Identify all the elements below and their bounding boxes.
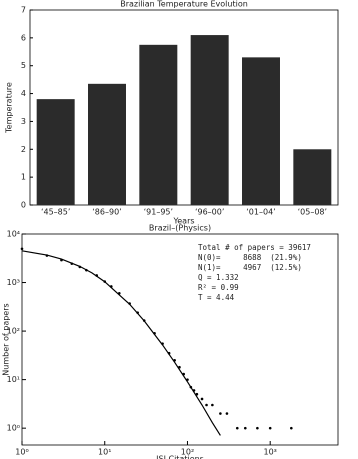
plot-area xyxy=(21,233,339,446)
x-tick-label: ‘01–04’ xyxy=(246,208,275,217)
x-tick-label: ‘86–90’ xyxy=(92,208,121,217)
y-tick-label: 10⁴ xyxy=(7,230,20,239)
y-tick-label: 10² xyxy=(7,327,20,336)
point xyxy=(200,397,204,401)
point xyxy=(167,351,171,355)
point xyxy=(173,359,176,362)
point xyxy=(290,426,293,430)
y-tick-label: 7 xyxy=(21,6,26,15)
point xyxy=(109,285,113,288)
x-tick-label: 10¹ xyxy=(98,448,111,457)
point xyxy=(268,426,272,430)
annotation: R² = 0.99 xyxy=(198,283,239,292)
point xyxy=(20,247,24,251)
point xyxy=(161,342,164,345)
x-tick-label: 10⁰ xyxy=(15,448,28,457)
chart-title: Brazilian Temperature Evolution xyxy=(120,0,248,9)
annotation: Total # of papers = 39617 xyxy=(198,243,311,252)
x-axis-label: Years xyxy=(172,217,194,226)
point xyxy=(142,319,146,322)
annotation: T = 4.44 xyxy=(198,293,235,302)
y-tick-label: 5 xyxy=(21,61,26,70)
annotation: N(1)= 4967 (12.5%) xyxy=(198,263,302,272)
y-tick-label: 2 xyxy=(21,145,26,154)
point xyxy=(85,268,88,272)
y-axis-label: Temperature xyxy=(5,82,14,134)
y-tick-label: 0 xyxy=(21,201,26,210)
point xyxy=(178,365,181,369)
y-tick-label: 10⁰ xyxy=(7,424,20,433)
point xyxy=(235,426,239,430)
chart-title: Brazil–(Physics) xyxy=(149,224,211,233)
point xyxy=(78,265,82,269)
x-tick-label: ‘91–95’ xyxy=(144,208,173,217)
bar xyxy=(88,83,126,205)
point xyxy=(243,426,247,430)
fit-line xyxy=(21,250,221,436)
point xyxy=(189,385,193,389)
point xyxy=(192,389,196,392)
annotation: N(0)= 8688 (21.9%) xyxy=(198,253,302,262)
y-tick-label: 10³ xyxy=(7,278,20,287)
point xyxy=(182,372,185,376)
point xyxy=(70,262,74,265)
y-tick-label: 4 xyxy=(21,89,26,98)
x-tick-label: ‘05–08’ xyxy=(298,208,327,217)
x-axis-label: ISI Citations xyxy=(156,455,204,459)
y-tick-label: 10¹ xyxy=(7,375,20,384)
point xyxy=(256,426,259,430)
x-tick-label: ‘45–85’ xyxy=(41,208,70,217)
point xyxy=(195,392,199,396)
bar xyxy=(242,57,280,205)
annotation: Q = 1.332 xyxy=(198,273,239,282)
y-axis-label: Number of papers xyxy=(2,303,11,375)
point xyxy=(128,302,131,305)
bar xyxy=(36,99,75,205)
point xyxy=(186,378,189,381)
point xyxy=(205,403,208,407)
bar xyxy=(293,149,332,205)
point xyxy=(211,403,214,407)
x-tick-label: ‘96–00’ xyxy=(195,208,224,217)
point xyxy=(103,280,107,283)
x-tick-label: 10² xyxy=(181,448,194,457)
point xyxy=(60,258,63,262)
point xyxy=(219,412,222,415)
bar xyxy=(190,35,229,206)
point xyxy=(225,412,229,415)
point xyxy=(45,254,49,257)
point xyxy=(136,311,139,314)
y-tick-label: 6 xyxy=(21,33,26,42)
plot-area xyxy=(29,9,339,206)
y-tick-label: 1 xyxy=(21,173,26,182)
x-tick-label: 10³ xyxy=(264,448,277,457)
point xyxy=(153,332,156,335)
point xyxy=(95,274,99,277)
y-tick-label: 3 xyxy=(21,117,26,126)
bar xyxy=(139,44,178,206)
point xyxy=(118,292,121,295)
